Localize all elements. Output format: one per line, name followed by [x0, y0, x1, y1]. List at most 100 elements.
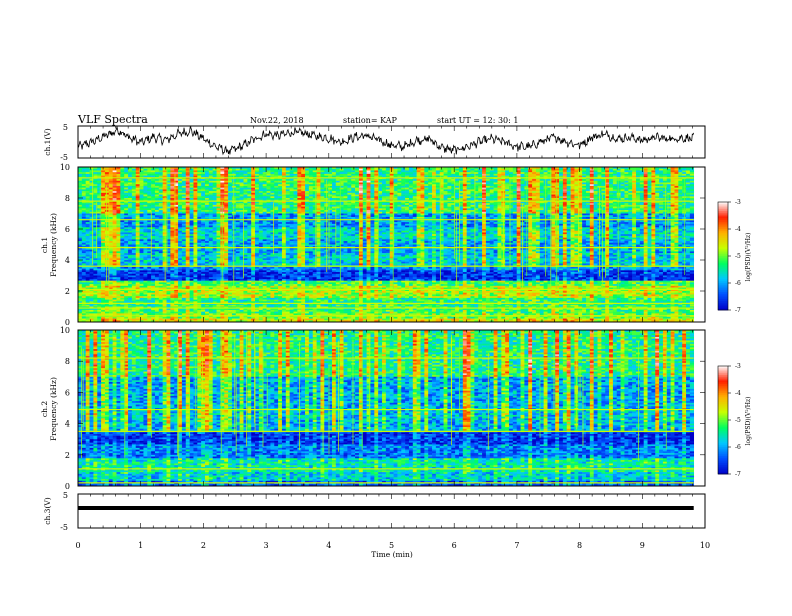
ch1-spectrogram-cell — [567, 205, 571, 207]
ch1-spectrogram-cell — [255, 196, 259, 198]
ch1-spectrogram-cell — [490, 186, 494, 188]
ch1-spectrogram-cell — [359, 169, 363, 171]
ch1-spectrogram-cell — [513, 214, 517, 216]
ch1-spectrogram-cell — [317, 205, 321, 207]
ch1-spectrogram-cell — [109, 208, 113, 210]
ch1-spectrogram-cell — [528, 212, 532, 214]
ch1-spectrogram-cell — [444, 186, 448, 188]
ch1-spectrogram-cell — [359, 196, 363, 198]
ch1-spectrogram-cell — [609, 203, 613, 205]
ch1-spectrogram-cell — [447, 193, 451, 195]
ch1-spectrogram-cell — [247, 191, 251, 193]
ch1-spectrogram-cell — [290, 170, 294, 172]
ch1-spectrogram-cell — [243, 214, 247, 216]
ch1-spectrogram-cell — [467, 179, 471, 181]
ch1-spectrogram-cell — [159, 196, 163, 198]
ch1-spectrogram-cell — [224, 207, 228, 209]
ch1-spectrogram-cell — [517, 174, 521, 176]
ch1-spectrogram-cell — [170, 184, 174, 186]
ch1-spectrogram-cell — [551, 196, 555, 198]
ch1-spectrogram-cell — [463, 189, 467, 191]
ch1-spectrogram-cell — [497, 210, 501, 212]
ch1-spectrogram-cell — [78, 179, 82, 181]
ch1-spectrogram-cell — [601, 215, 605, 217]
ch1-spectrogram-cell — [532, 215, 536, 217]
ch1-spectrogram-cell — [394, 169, 398, 171]
ch1-spectrogram-cell — [640, 207, 644, 209]
ch1-spectrogram-cell — [536, 183, 540, 185]
ch1-spectrogram-cell — [170, 207, 174, 209]
ch1-spectrogram-cell — [555, 214, 559, 216]
ch1-spectrogram-cell — [217, 174, 221, 176]
ch1-spectrogram-cell — [116, 174, 120, 176]
ch1-spectrogram-cell — [324, 191, 328, 193]
ch1-spectrogram-cell — [132, 193, 136, 195]
ch1-spectrogram-cell — [90, 184, 94, 186]
ch1-spectrogram-cell — [367, 210, 371, 212]
ch1-spectrogram-cell — [436, 217, 440, 219]
ch1-spectrogram-cell — [324, 198, 328, 200]
ch1-spectrogram-cell — [93, 186, 97, 188]
ch1-spectrogram-cell — [97, 201, 101, 203]
ch1-spectrogram-cell — [128, 186, 132, 188]
ch1-spectrogram-cell — [124, 195, 128, 197]
ch1-spectrogram-cell — [471, 172, 475, 174]
ch1-spectrogram-cell — [363, 170, 367, 172]
ch1-spectrogram-cell — [274, 183, 278, 185]
ch1-spectrogram-cell — [159, 188, 163, 190]
ch1-spectrogram-cell — [436, 195, 440, 197]
ch1-spectrogram-cell — [324, 183, 328, 185]
ch1-spectrogram-cell — [624, 210, 628, 212]
ch1-spectrogram-cell — [93, 172, 97, 174]
ch1-spectrogram-cell — [332, 196, 336, 198]
ch1-spectrogram-cell — [351, 191, 355, 193]
ch1-spectrogram-cell — [582, 210, 586, 212]
ch1-spectrogram-cell — [359, 174, 363, 176]
ch1-spectrogram-cell — [436, 208, 440, 210]
ch1-spectrogram-cell — [424, 172, 428, 174]
ch1-spectrogram-cell — [417, 170, 421, 172]
ch1-spectrogram-cell — [328, 181, 332, 183]
ch1-spectrogram-cell — [678, 201, 682, 203]
ch1-spectrogram-cell — [632, 172, 636, 174]
ch1-spectrogram-cell — [486, 196, 490, 198]
ch1-spectrogram-cell — [432, 181, 436, 183]
ch1-spectrogram-cell — [224, 181, 228, 183]
ch1-spectrogram-cell — [471, 169, 475, 171]
ch1-spectrogram-cell — [197, 205, 201, 207]
ch1-spectrogram-cell — [132, 214, 136, 216]
ch1-spectrogram-cell — [390, 183, 394, 185]
ch1-spectrogram-cell — [197, 203, 201, 205]
ch1-spectrogram-cell — [513, 184, 517, 186]
ch1-spectrogram-cell — [505, 207, 509, 209]
ch1-spectrogram-cell — [178, 196, 182, 198]
ch1-spectrogram-cell — [251, 210, 255, 212]
ch1-spectrogram-cell — [224, 215, 228, 217]
ch1-spectrogram-cell — [109, 210, 113, 212]
ch1-spectrogram-cell — [436, 189, 440, 191]
ch1-spectrogram-cell — [609, 179, 613, 181]
ch1-spectrogram-cell — [598, 170, 602, 172]
ch1-spectrogram-cell — [432, 217, 436, 219]
ch1-spectrogram-cell — [90, 195, 94, 197]
ch1-spectrogram-cell — [655, 186, 659, 188]
ch1-spectrogram-cell — [297, 183, 301, 185]
ch1-spectrogram-cell — [528, 214, 532, 216]
ch1-spectrogram-cell — [490, 188, 494, 190]
ch1-spectrogram-cell — [555, 172, 559, 174]
ch1-spectrogram-cell — [97, 208, 101, 210]
ch1-spectrogram-cell — [178, 186, 182, 188]
ch1-spectrogram-cell — [324, 189, 328, 191]
ch1-spectrogram-cell — [347, 210, 351, 212]
ch1-spectrogram-cell — [517, 188, 521, 190]
ch1-spectrogram-cell — [401, 181, 405, 183]
ch1-spectrogram-cell — [494, 170, 498, 172]
ch1-spectrogram-cell — [367, 212, 371, 214]
ch1-spectrogram-cell — [109, 186, 113, 188]
ch1-spectrogram-cell — [601, 179, 605, 181]
ch1-spectrogram-cell — [497, 214, 501, 216]
ch1-spectrogram-cell — [590, 208, 594, 210]
ch1-spectrogram-cell — [263, 174, 267, 176]
ch1-spectrogram-cell — [671, 179, 675, 181]
ch1-spectrogram-cell — [497, 212, 501, 214]
